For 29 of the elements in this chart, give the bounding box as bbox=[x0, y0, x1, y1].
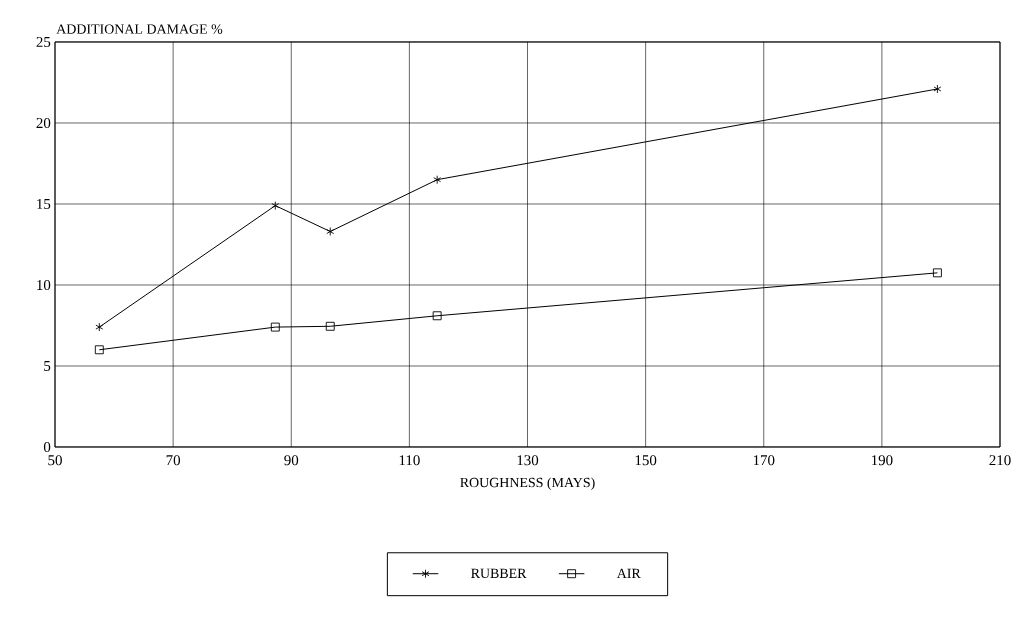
y-tick-label: 5 bbox=[44, 361, 51, 371]
x-axis-title: ROUGHNESS (MAYS) bbox=[460, 477, 595, 491]
y-tick-label: 10 bbox=[37, 279, 51, 291]
point bbox=[325, 321, 335, 331]
legend-label: RUBBER bbox=[471, 568, 527, 579]
legend-label: AIR bbox=[616, 568, 641, 578]
y-tick-label: 0 bbox=[43, 441, 51, 453]
point bbox=[433, 175, 442, 185]
x-tick-label: 70 bbox=[166, 455, 181, 466]
point bbox=[432, 311, 442, 321]
point bbox=[95, 322, 104, 332]
point bbox=[94, 345, 104, 355]
x-tick-label: 150 bbox=[635, 455, 657, 466]
y-axis-title: ADDITIONAL DAMAGE % bbox=[56, 24, 223, 34]
point bbox=[933, 84, 942, 94]
point bbox=[270, 322, 280, 332]
y-tick-label: 25 bbox=[36, 36, 51, 47]
x-tick-label: 130 bbox=[517, 455, 539, 466]
point bbox=[326, 227, 335, 236]
y-tick-label: 15 bbox=[37, 198, 51, 209]
x-tick-label: 170 bbox=[753, 455, 775, 466]
y-tick-label: 20 bbox=[36, 117, 51, 129]
point bbox=[932, 268, 942, 278]
point bbox=[271, 201, 280, 211]
x-tick-label: 190 bbox=[871, 455, 893, 466]
x-tick-label: 110 bbox=[399, 455, 420, 466]
x-tick-label: 90 bbox=[284, 455, 299, 466]
x-tick-label: 210 bbox=[989, 455, 1011, 466]
x-tick-label: 50 bbox=[48, 455, 62, 466]
